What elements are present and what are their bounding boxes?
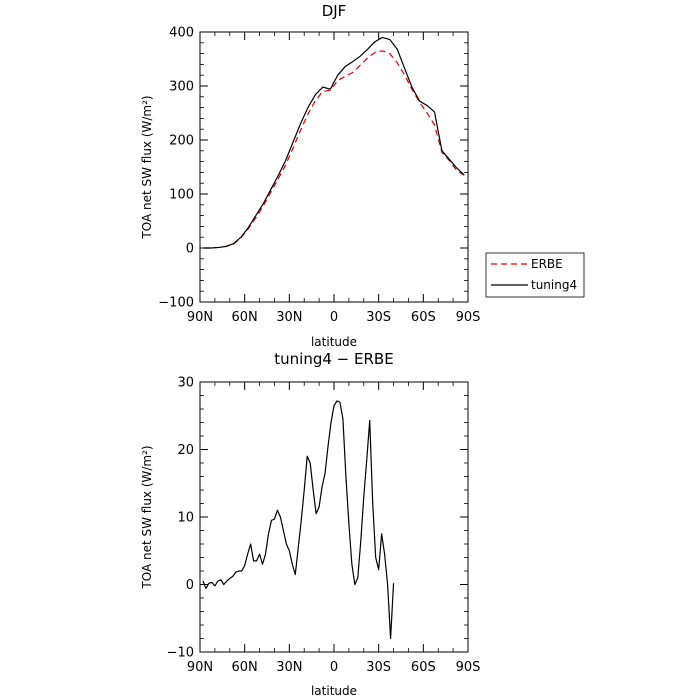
chart-title: tuning4 − ERBE — [274, 350, 393, 368]
x-tick-label: 90N — [187, 660, 213, 675]
x-tick-label: 60N — [232, 310, 258, 325]
y-axis-label: TOA net SW flux (W/m²) — [140, 95, 154, 239]
series-lines — [203, 36, 465, 249]
series-line-tuning4 — [203, 36, 465, 249]
y-tick-label: 10 — [177, 511, 194, 526]
plot-frame — [199, 381, 469, 653]
series-line-difference — [202, 400, 395, 640]
x-tick-label: 90S — [456, 310, 481, 325]
chart-title: DJF — [322, 2, 347, 20]
x-tick-label: 30N — [276, 310, 302, 325]
x-tick-label: 30N — [276, 660, 302, 675]
x-tick-label: 90N — [187, 310, 213, 325]
plot-frame — [199, 31, 469, 303]
y-tick-labels: −100 0 100 200 300 400 — [158, 26, 194, 311]
djf-flux-chart: DJF 90N 60N 30N 0 30S 60S 90S −100 0 100 200 300 40… — [140, 2, 585, 349]
y-tick-label: 400 — [169, 26, 194, 41]
x-tick-labels: 90N 60N 30N 0 30S 60S 90S — [187, 660, 481, 675]
y-tick-label: −10 — [167, 646, 194, 661]
series-line-erbe — [203, 50, 465, 249]
x-tick-label: 0 — [330, 310, 338, 325]
tick-marks — [199, 381, 469, 653]
x-axis-label: latitude — [311, 335, 357, 349]
legend-box — [485, 252, 585, 298]
legend-label-erbe: ERBE — [531, 257, 563, 271]
x-tick-label: 30S — [366, 310, 391, 325]
x-tick-label: 60S — [411, 310, 436, 325]
y-tick-label: 300 — [169, 80, 194, 95]
tick-marks — [199, 31, 469, 303]
x-tick-label: 90S — [456, 660, 481, 675]
y-tick-label: 30 — [177, 376, 194, 391]
legend: ERBE tuning4 — [485, 252, 585, 298]
difference-chart: tuning4 − ERBE 90N 60N 30N 0 30S 60S 90S −10 0 1… — [140, 350, 480, 698]
y-tick-label: 0 — [186, 578, 194, 593]
x-tick-label: 60N — [232, 660, 258, 675]
x-tick-label: 0 — [330, 660, 338, 675]
y-tick-label: 100 — [169, 188, 194, 203]
y-tick-labels: −10 0 10 20 30 — [167, 376, 194, 661]
x-tick-label: 60S — [411, 660, 436, 675]
x-axis-label: latitude — [311, 684, 357, 698]
legend-label-tuning4: tuning4 — [531, 278, 577, 292]
y-axis-label: TOA net SW flux (W/m²) — [140, 445, 154, 589]
x-tick-labels: 90N 60N 30N 0 30S 60S 90S — [187, 310, 481, 325]
y-tick-label: −100 — [158, 296, 194, 311]
y-tick-label: 0 — [186, 242, 194, 257]
x-tick-label: 30S — [366, 660, 391, 675]
y-tick-label: 20 — [177, 443, 194, 458]
y-tick-label: 200 — [169, 134, 194, 149]
series-lines — [202, 400, 395, 640]
